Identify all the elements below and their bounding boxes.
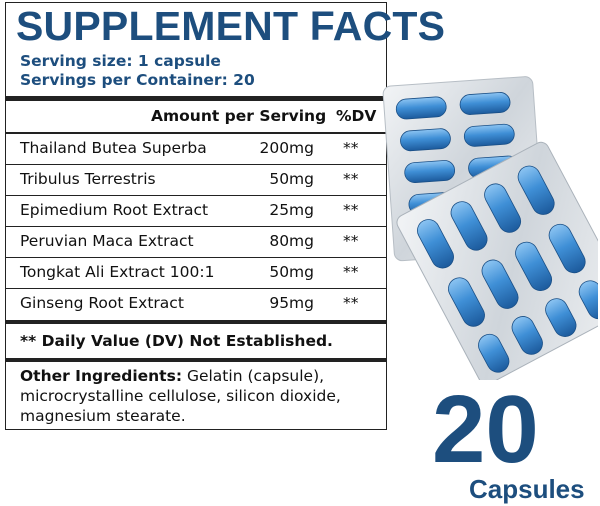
ingredient-amount: 50mg xyxy=(269,170,314,188)
row-divider xyxy=(6,195,386,196)
ingredient-name: Epimedium Root Extract xyxy=(20,201,209,219)
thick-divider xyxy=(6,96,386,101)
other-ingredients: Other Ingredients: Gelatin (capsule), mi… xyxy=(20,366,380,426)
ingredient-name: Tongkat Ali Extract 100:1 xyxy=(20,263,215,281)
dv-note: ** Daily Value (DV) Not Established. xyxy=(20,332,333,350)
ingredient-row: Ginseng Root Extract 95mg ** xyxy=(6,289,386,320)
ingredient-dv: ** xyxy=(343,294,359,312)
capsule-blister-pack-icon xyxy=(382,76,598,380)
thick-divider xyxy=(6,320,386,324)
other-ingredients-label: Other Ingredients: xyxy=(20,367,183,385)
ingredient-row: Thailand Butea Superba 200mg ** xyxy=(6,134,386,165)
panel-title: SUPPLEMENT FACTS xyxy=(16,3,446,49)
ingredient-row: Epimedium Root Extract 25mg ** xyxy=(6,196,386,227)
row-divider xyxy=(6,226,386,227)
capsule-unit: Capsules xyxy=(469,474,585,504)
servings-per-container: Servings per Container: 20 xyxy=(20,71,255,89)
capsule-count: 20 xyxy=(432,376,539,483)
row-divider xyxy=(6,288,386,289)
row-divider xyxy=(6,164,386,165)
serving-size: Serving size: 1 capsule xyxy=(20,52,221,70)
ingredient-row: Peruvian Maca Extract 80mg ** xyxy=(6,227,386,258)
ingredient-name: Peruvian Maca Extract xyxy=(20,232,194,250)
ingredient-dv: ** xyxy=(343,232,359,250)
ingredient-amount: 25mg xyxy=(269,201,314,219)
thick-divider xyxy=(6,358,386,362)
ingredient-amount: 80mg xyxy=(269,232,314,250)
ingredient-amount: 50mg xyxy=(269,263,314,281)
supplement-facts-panel: SUPPLEMENT FACTS Serving size: 1 capsule… xyxy=(5,2,445,430)
other-ingredients-text: Gelatin (capsule), microcrystalline cell… xyxy=(20,367,341,425)
row-divider xyxy=(6,257,386,258)
header-divider xyxy=(6,132,386,134)
ingredient-name: Thailand Butea Superba xyxy=(20,139,207,157)
ingredient-dv: ** xyxy=(343,263,359,281)
ingredient-dv: ** xyxy=(343,139,359,157)
front-blister-sheet xyxy=(396,141,598,380)
ingredient-name: Ginseng Root Extract xyxy=(20,294,184,312)
ingredient-amount: 95mg xyxy=(269,294,314,312)
ingredient-name: Tribulus Terrestris xyxy=(20,170,156,188)
ingredient-dv: ** xyxy=(343,170,359,188)
amount-header: Amount per Serving xyxy=(151,107,327,125)
ingredient-row: Tongkat Ali Extract 100:1 50mg ** xyxy=(6,258,386,289)
ingredient-row: Tribulus Terrestris 50mg ** xyxy=(6,165,386,196)
dv-header: %DV xyxy=(336,107,377,125)
ingredient-amount: 200mg xyxy=(259,139,314,157)
ingredient-dv: ** xyxy=(343,201,359,219)
